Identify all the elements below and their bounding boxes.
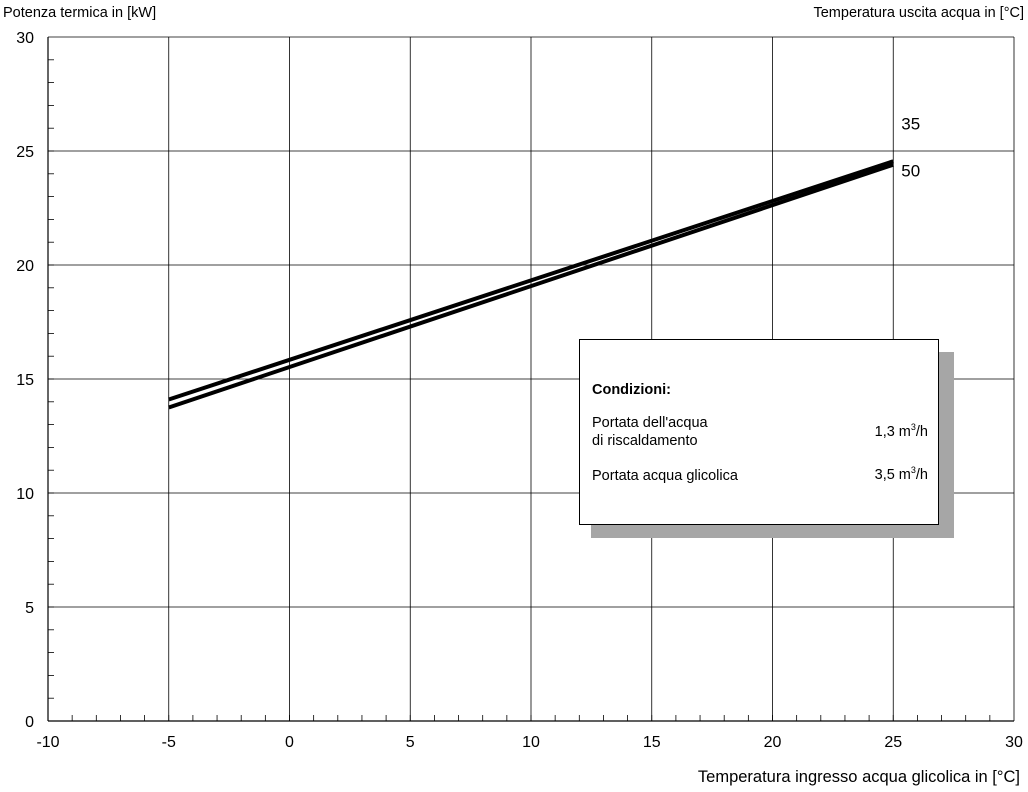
tick-labels: -10 -5 0 5 10 15 20 25 30 0 5 10 15 20 25 30 bbox=[16, 30, 1023, 751]
condition-label-heating-flow: Portata dell'acqua di riscaldamento bbox=[592, 415, 708, 449]
x-tick-label: 0 bbox=[285, 734, 294, 751]
series-line-35 bbox=[168, 159, 894, 402]
conditions-box: Condizioni: Portata dell'acqua di riscal… bbox=[579, 339, 939, 525]
grid bbox=[48, 36, 1015, 721]
conditions-title: Condizioni: bbox=[592, 382, 671, 398]
series-lines bbox=[168, 159, 894, 410]
y-tick-label: 5 bbox=[25, 600, 34, 617]
condition-label-glycol-flow: Portata acqua glicolica bbox=[592, 468, 738, 484]
y-tick-label: 10 bbox=[16, 486, 34, 503]
x-tick-label: 15 bbox=[643, 734, 661, 751]
x-axis-title: Temperatura ingresso acqua glicolica in … bbox=[697, 768, 1020, 786]
y-tick-label: 15 bbox=[16, 372, 34, 389]
x-tick-label: 20 bbox=[764, 734, 782, 751]
series-line-50 bbox=[168, 162, 894, 410]
series-label-50: 50 bbox=[901, 162, 920, 181]
y-tick-label: 25 bbox=[16, 144, 34, 161]
x-tick-label: -5 bbox=[162, 734, 176, 751]
x-tick-label: 25 bbox=[884, 734, 902, 751]
y-tick-label: 20 bbox=[16, 258, 34, 275]
y-tick-label: 0 bbox=[25, 714, 34, 731]
axes bbox=[47, 37, 1014, 722]
condition-value-glycol-flow: 3,5 m3/h bbox=[874, 465, 928, 484]
series-labels: 35 50 bbox=[901, 114, 920, 180]
legend-title: Temperatura uscita acqua in [°C] bbox=[813, 5, 1024, 21]
series-label-35: 35 bbox=[901, 114, 920, 133]
y-tick-label: 30 bbox=[16, 30, 34, 47]
x-tick-label: 30 bbox=[1005, 734, 1023, 751]
minor-ticks bbox=[48, 59, 991, 721]
x-tick-label: 5 bbox=[406, 734, 415, 751]
x-tick-label: -10 bbox=[36, 734, 59, 751]
condition-value-heating-flow: 1,3 m3/h bbox=[874, 422, 928, 441]
x-tick-label: 10 bbox=[522, 734, 540, 751]
y-axis-title: Potenza termica in [kW] bbox=[3, 5, 157, 21]
